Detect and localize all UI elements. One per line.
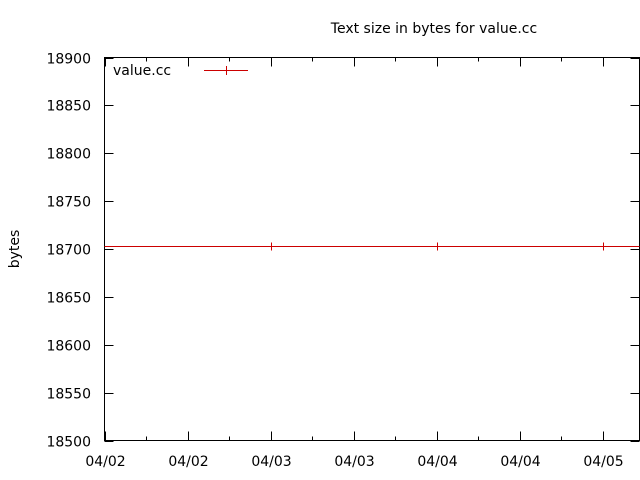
y-tick-label: 18700 <box>46 243 91 259</box>
y-axis-label: bytes <box>7 230 23 269</box>
x-ticks: 04/02 04/02 04/03 04/03 04/04 04/04 04/05 <box>85 57 624 470</box>
y-tick-label: 18750 <box>46 195 91 211</box>
y-tick-label: 18600 <box>46 339 91 355</box>
y-tick-label: 18500 <box>46 435 91 451</box>
x-tick-label: 04/02 <box>168 454 208 470</box>
x-tick-label: 04/03 <box>334 454 374 470</box>
y-tick-label: 18800 <box>46 147 91 163</box>
legend-label-value-cc: value.cc <box>113 63 171 79</box>
legend: value.cc <box>113 63 248 79</box>
x-tick-label: 04/05 <box>583 454 623 470</box>
x-tick-label: 04/02 <box>85 454 125 470</box>
series-layer <box>104 242 640 251</box>
chart-title: Text size in bytes for value.cc <box>330 21 537 37</box>
x-tick-label: 04/04 <box>500 454 540 470</box>
x-tick-label: 04/04 <box>417 454 457 470</box>
y-tick-label: 18650 <box>46 291 91 307</box>
y-ticks: 18500 18550 18600 18650 18700 18750 18800 18850… <box>46 52 640 451</box>
y-tick-label: 18850 <box>46 99 91 115</box>
y-tick-label: 18550 <box>46 387 91 403</box>
y-tick-label: 18900 <box>46 52 91 68</box>
x-tick-label: 04/03 <box>251 454 291 470</box>
plot-frame <box>104 57 640 441</box>
